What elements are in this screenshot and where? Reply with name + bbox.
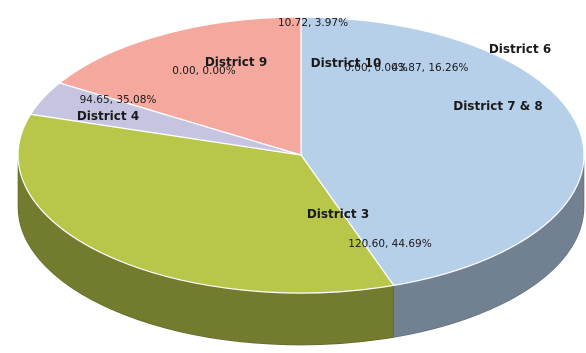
label-value-district-4: 94.65, 35.08%: [80, 94, 157, 106]
label-name-district-3: District 3: [307, 207, 369, 221]
label-value-district-9: 0.00, 0.00%: [172, 65, 235, 77]
label-value-district-3: 120.60, 44.69%: [348, 238, 431, 250]
pie-top-faces: [18, 17, 584, 293]
label-name-district-7-and-8: District 7 & 8: [453, 99, 543, 113]
label-name-district-4: District 4: [77, 109, 139, 123]
label-name-district-6: District 6: [489, 42, 551, 56]
label-value-district-7-and-8: 43.87, 16.26%: [392, 62, 469, 74]
label-value-district-10: 10.72, 3.97%: [278, 17, 348, 29]
